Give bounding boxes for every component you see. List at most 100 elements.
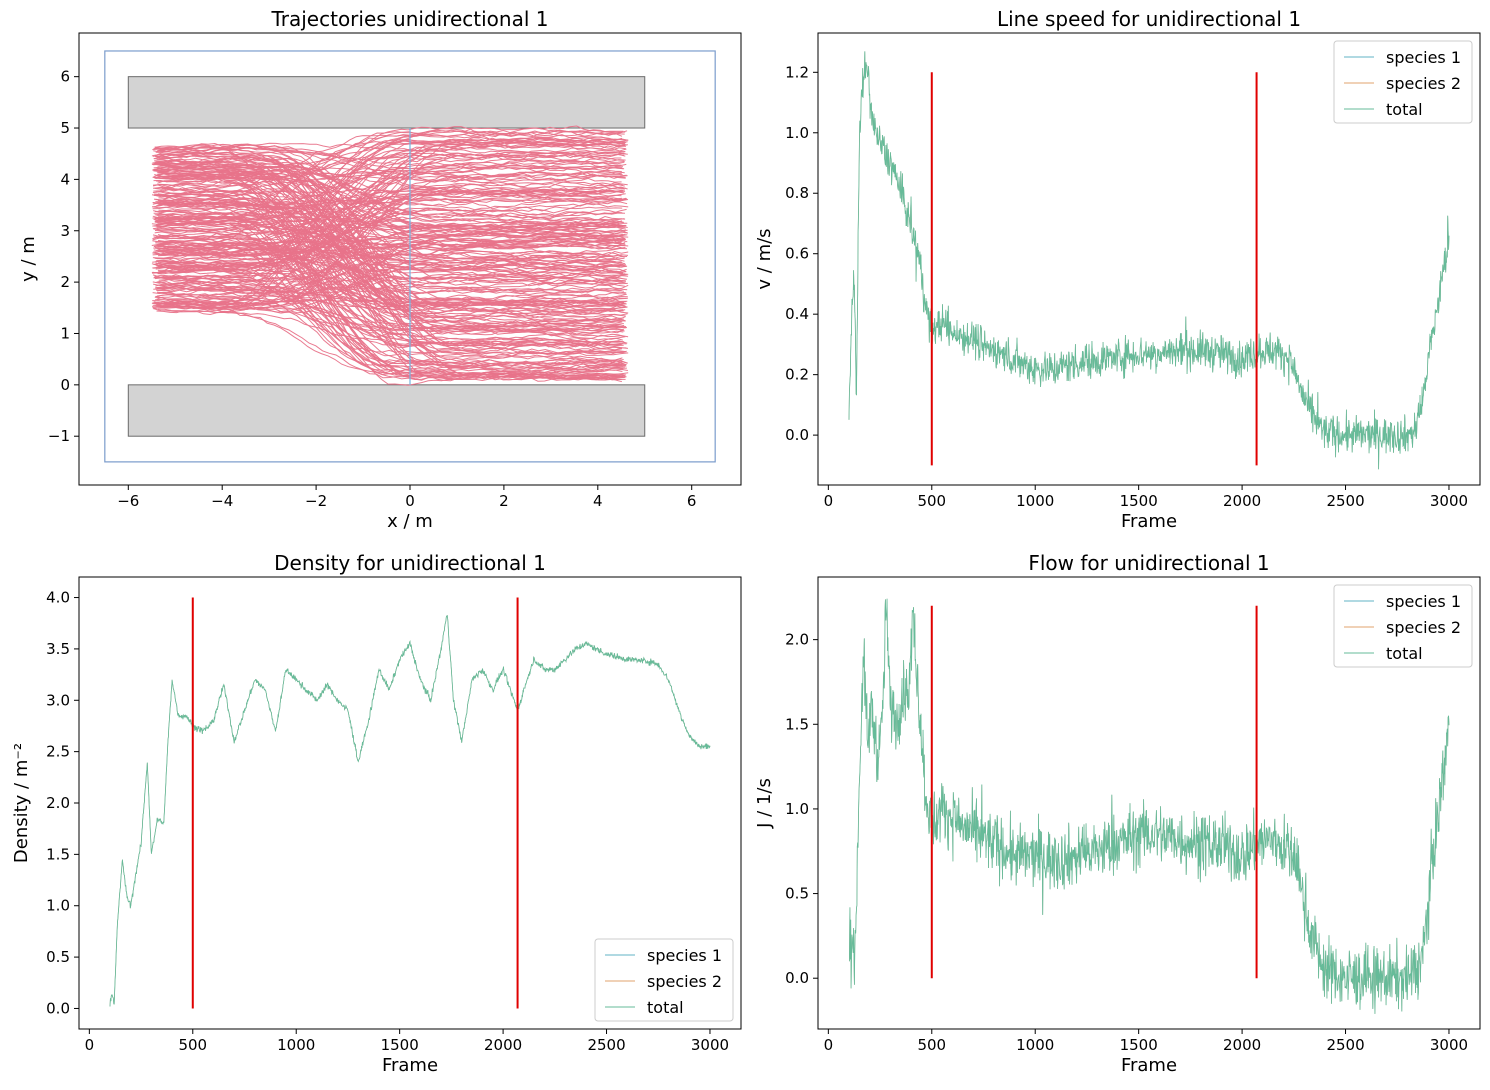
trajectory [154,142,627,152]
y-tick-label: 0 [60,376,70,394]
y-tick-label: 2.0 [46,794,70,812]
x-tick-label: 0 [85,1036,95,1054]
trajectory [152,240,624,380]
geometry-boundary [104,50,716,463]
trajectory [155,131,623,181]
axes-frame [817,32,1481,486]
trajectory [156,249,629,305]
plot-area [104,50,716,463]
trajectory [154,189,625,235]
series-total [109,615,711,1007]
trajectory [152,205,629,340]
legend-box [594,938,734,1022]
trajectory [153,263,627,295]
trajectory [155,146,625,166]
plot-area [109,597,711,1009]
y-tick-label: 3 [60,222,70,240]
trajectory [152,165,625,219]
y-tick-label: 1.5 [46,845,70,863]
trajectory [152,126,623,181]
chart-title: Line speed for unidirectional 1 [997,7,1301,31]
x-tick-label: 3000 [1430,1036,1468,1054]
y-tick-label: 4.0 [46,589,70,607]
x-tick-label: 1000 [277,1036,315,1054]
x-tick-label: 1000 [1016,492,1054,510]
trajectory [155,163,625,182]
x-axis-label: Frame [1121,1055,1177,1076]
chart-flow: 0 500 1000 1500 2000 2500 3000 0.0 0.5 1.0 1.5 2.0 F… [754,551,1481,1076]
trajectory [155,238,622,294]
legend-entry: species 1 [1386,592,1461,611]
x-tick-label: 2500 [1326,1036,1364,1054]
chart-density: 0 500 1000 1500 2000 2500 3000 0.0 0.5 1.0 1.5 2.0 2… [11,551,742,1076]
legend-entry: species 2 [647,972,722,991]
y-axis-label: Density / m⁻² [11,743,32,863]
trajectory [152,215,628,291]
y-tick-label: 1.0 [785,800,809,818]
x-tick-label: 1500 [381,1036,419,1054]
trajectory [153,241,626,255]
trajectory [154,229,629,281]
y-axis-label: y / m [18,236,39,282]
legend-entry: total [1386,100,1423,119]
trajectory [155,220,626,373]
trajectory [156,310,627,352]
trajectory [153,166,626,247]
y-tick-label: 2.0 [785,631,809,649]
legend-entry: species 1 [1386,48,1461,67]
legend-entry: total [1386,644,1423,663]
trajectory [158,183,625,248]
chart-title: Flow for unidirectional 1 [1028,551,1269,575]
x-tick-label: 500 [178,1036,207,1054]
x-tick-label: −6 [117,492,139,510]
y-tick-label: 1.5 [785,715,809,733]
trajectory [152,182,622,381]
x-tick-label: 1000 [1016,1036,1054,1054]
legend-entry: species 1 [647,946,722,965]
trajectory [154,142,622,187]
trajectory [152,145,626,224]
trajectory [158,305,624,348]
y-tick-label: 0.4 [785,305,809,323]
x-tick-label: 2500 [1326,492,1364,510]
legend-box [1333,584,1473,668]
trajectory [155,275,626,298]
x-tick-label: 2000 [484,1036,522,1054]
trajectory [157,200,627,356]
y-tick-label: 0.0 [46,999,70,1017]
trajectory [153,231,626,272]
x-axis-label: x / m [387,511,433,532]
y-axis-label: v / m/s [754,228,775,289]
x-tick-label: 4 [593,492,603,510]
trajectory [157,137,622,253]
x-tick-label: 2500 [587,1036,625,1054]
y-tick-label: 0.5 [785,885,809,903]
legend: species 1 species 2 total [1333,40,1473,124]
trajectory [154,153,624,199]
y-tick-label: 3.5 [46,640,70,658]
y-tick-label: 0.0 [785,969,809,987]
trajectory [158,248,626,338]
x-tick-label: 3000 [1430,492,1468,510]
trajectory [158,232,625,268]
x-tick-label: 2 [499,492,509,510]
trajectory [157,208,623,274]
plot-area [849,598,1450,1014]
trajectory [154,159,624,313]
trajectory [152,151,624,382]
series-total [849,598,1450,1014]
trajectory [157,171,626,257]
trajectory [158,169,628,318]
trajectory [158,292,625,360]
trajectory [155,220,625,270]
trajectory [152,269,626,317]
x-tick-label: 3000 [691,1036,729,1054]
x-axis-label: Frame [382,1055,438,1076]
x-tick-label: 2000 [1223,1036,1261,1054]
legend: species 1 species 2 total [1333,584,1473,668]
y-tick-label: 0.2 [785,366,809,384]
trajectory [158,182,628,213]
y-tick-label: −1 [48,427,70,445]
y-tick-label: 2.5 [46,743,70,761]
trajectory [152,203,629,243]
